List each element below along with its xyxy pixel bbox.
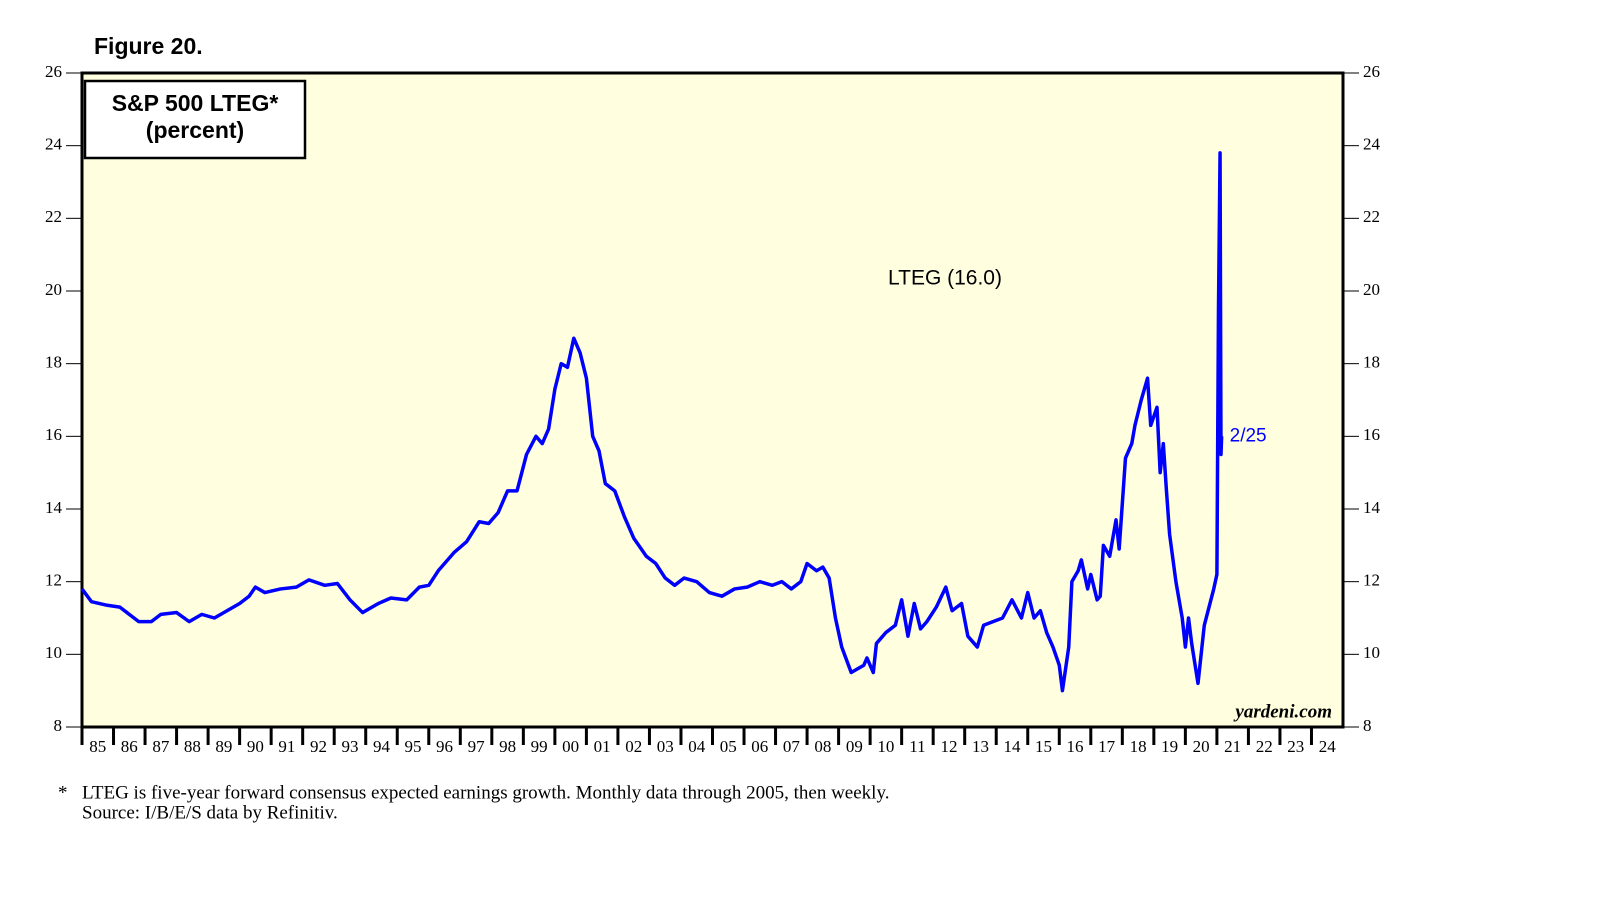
x-tick-label: 19: [1161, 737, 1178, 756]
series-line: [80, 151, 1224, 693]
series-label: LTEG (16.0): [888, 267, 1002, 290]
y2-tick-label: 8: [1363, 716, 1372, 735]
x-tick-label: 16: [1067, 737, 1084, 756]
x-tick-label: 03: [657, 737, 674, 756]
x-tick-label: 85: [89, 737, 106, 756]
x-tick-label: 10: [877, 737, 894, 756]
x-tick-label: 88: [184, 737, 201, 756]
y-tick-label: 8: [54, 716, 63, 735]
x-tick-label: 91: [278, 737, 295, 756]
x-tick-label: 09: [846, 737, 863, 756]
x-tick-label: 13: [972, 737, 989, 756]
x-tick-label: 95: [405, 737, 422, 756]
y-tick-label: 10: [45, 643, 62, 662]
footnote: LTEG is five-year forward consensus expe…: [82, 782, 889, 803]
y2-tick-label: 22: [1363, 207, 1380, 226]
x-tick-label: 17: [1098, 737, 1116, 756]
x-tick-label: 18: [1130, 737, 1147, 756]
x-tick-label: 23: [1287, 737, 1304, 756]
y-tick-label: 20: [45, 280, 62, 299]
x-tick-label: 92: [310, 737, 327, 756]
title-box: [83, 79, 307, 160]
source-site: yardeni.com: [1233, 701, 1332, 722]
y2-tick-label: 26: [1363, 62, 1380, 81]
x-tick-label: 89: [215, 737, 232, 756]
figure-label: Figure 20.: [94, 33, 203, 59]
x-tick-label: 99: [531, 737, 548, 756]
x-tick-label: 96: [436, 737, 453, 756]
y-tick-label: 12: [45, 571, 62, 590]
y-tick-label: 18: [45, 353, 62, 372]
y-tick-label: 26: [45, 62, 62, 81]
y2-tick-label: 12: [1363, 571, 1380, 590]
y-tick-label: 22: [45, 207, 62, 226]
x-tick-label: 08: [814, 737, 831, 756]
x-tick-label: 11: [909, 737, 925, 756]
x-tick-label: 01: [594, 737, 611, 756]
x-tick-label: 00: [562, 737, 579, 756]
y-tick-label: 16: [45, 425, 62, 444]
y2-tick-label: 16: [1363, 425, 1380, 444]
x-tick-label: 14: [1003, 737, 1021, 756]
y2-tick-label: 14: [1363, 498, 1381, 517]
y2-tick-label: 18: [1363, 353, 1380, 372]
x-tick-label: 20: [1193, 737, 1210, 756]
x-tick-label: 22: [1256, 737, 1273, 756]
x-tick-label: 98: [499, 737, 516, 756]
x-tick-label: 86: [121, 737, 138, 756]
x-tick-label: 90: [247, 737, 264, 756]
chart-subtitle: (percent): [146, 117, 244, 143]
footnote: Source: I/B/E/S data by Refinitiv.: [82, 802, 338, 823]
x-tick-label: 06: [751, 737, 768, 756]
x-tick-label: 05: [720, 737, 737, 756]
y-tick-label: 24: [45, 135, 63, 154]
x-tick-label: 02: [625, 737, 642, 756]
x-tick-label: 04: [688, 737, 706, 756]
x-tick-label: 21: [1224, 737, 1241, 756]
chart-title: S&P 500 LTEG*: [112, 90, 279, 116]
x-tick-label: 87: [152, 737, 170, 756]
x-tick-label: 93: [341, 737, 358, 756]
x-tick-label: 07: [783, 737, 801, 756]
y2-tick-label: 20: [1363, 280, 1380, 299]
y-tick-label: 14: [45, 498, 63, 517]
x-tick-label: 15: [1035, 737, 1052, 756]
footnote-marker: *: [58, 782, 68, 803]
plot-area: [80, 71, 1345, 729]
x-tick-label: 12: [940, 737, 957, 756]
end-label: 2/25: [1230, 425, 1267, 446]
x-tick-label: 94: [373, 737, 391, 756]
y2-tick-label: 10: [1363, 643, 1380, 662]
x-tick-label: 97: [468, 737, 486, 756]
y2-tick-label: 24: [1363, 135, 1381, 154]
x-tick-label: 24: [1319, 737, 1337, 756]
